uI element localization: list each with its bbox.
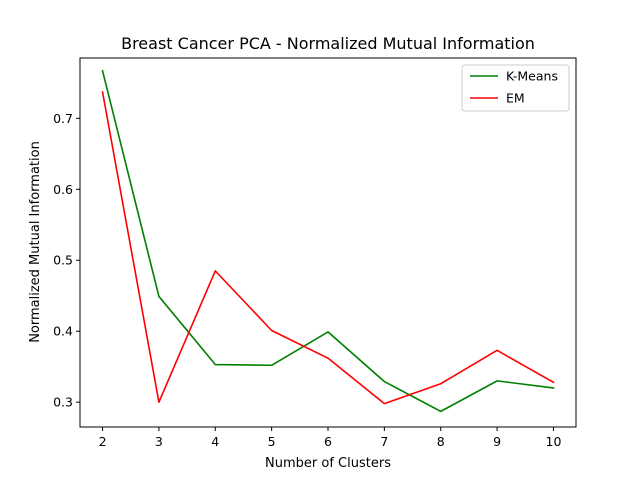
legend-label-1: EM xyxy=(506,91,525,106)
legend: K-Means EM xyxy=(461,64,570,112)
x-tick-label: 6 xyxy=(324,434,332,449)
plot-frame xyxy=(79,57,577,428)
chart-title: Breast Cancer PCA - Normalized Mutual In… xyxy=(121,34,535,53)
legend-label-0: K-Means xyxy=(506,69,558,84)
x-tick-label: 9 xyxy=(493,434,501,449)
series-line-1 xyxy=(101,91,555,405)
x-tick-label: 7 xyxy=(380,434,388,449)
y-tick-label: 0.3 xyxy=(53,395,73,410)
x-tick-label: 3 xyxy=(155,434,163,449)
x-tick-label: 10 xyxy=(546,434,562,449)
x-tick-label: 5 xyxy=(268,434,276,449)
y-tick-label: 0.7 xyxy=(53,111,73,126)
y-tick-label: 0.5 xyxy=(53,253,73,268)
plot-area: 2 3 4 5 6 7 8 9 10 0.3 0.4 0.5 0.6 0.7 xyxy=(53,57,577,449)
series-line-0 xyxy=(101,69,555,413)
y-tick-label: 0.4 xyxy=(53,324,73,339)
y-axis-label: Normalized Mutual Information xyxy=(28,141,43,343)
x-axis-label: Number of Clusters xyxy=(265,456,391,471)
x-tick-label: 8 xyxy=(437,434,445,449)
x-tick-label: 2 xyxy=(99,434,107,449)
x-tick-label: 4 xyxy=(211,434,219,449)
y-tick-label: 0.6 xyxy=(53,182,73,197)
